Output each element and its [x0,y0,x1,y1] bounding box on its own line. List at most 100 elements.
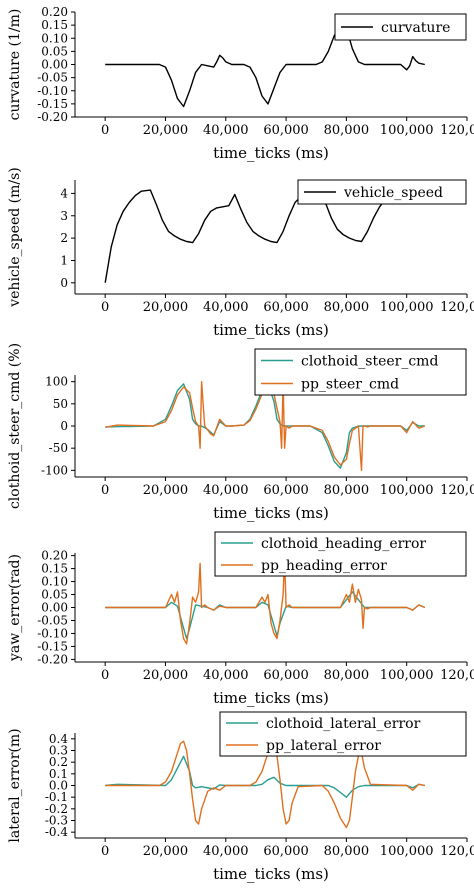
x-tick-label: 120,000 [440,300,474,315]
x-tick-label: 40,000 [203,300,249,315]
y-tick-label: -0.10 [37,626,68,640]
legend-box [214,531,467,577]
y-tick-label: 0.4 [49,732,68,746]
x-tick-label: 60,000 [263,844,309,859]
y-tick-label: 0.1 [49,767,68,781]
legend: clothoid_steer_cmd pp_steer_cmd [254,348,467,396]
y-tick-label: -0.4 [45,825,69,839]
y-tick-label: 0.2 [49,755,68,769]
y-axis-label: lateral_error(m) [7,728,23,842]
x-tick-label: 40,000 [203,844,249,859]
chart-panel-5: 0 20,000 40,000 60,000 80,000 100,000 120,000 -… [7,711,474,883]
x-tick-label: 60,000 [263,668,309,683]
y-tick-label: -0.15 [37,639,68,653]
legend-label: pp_lateral_error [266,738,381,754]
y-tick-label: 0.0 [49,779,68,793]
legend-box [254,348,467,396]
legend-box [219,711,467,757]
y-tick-label: 4 [60,186,68,200]
x-tick-label: 80,000 [324,123,370,138]
series-line-2 [105,557,426,645]
x-tick-label: 60,000 [263,123,309,138]
y-tick-label: 0.15 [41,562,68,576]
y-tick-label: 50 [53,397,68,411]
x-tick-label: 60,000 [263,300,309,315]
x-axis-label: time_ticks (ms) [213,504,329,522]
series-line-2 [105,381,426,471]
series-line-1 [104,188,425,283]
legend-label: pp_heading_error [261,558,387,574]
y-tick-label: -0.3 [45,814,68,828]
x-tick-label: 60,000 [263,483,309,498]
y-axis-label: curvature (1/m) [7,9,23,121]
x-tick-label: 100,000 [380,300,434,315]
series-line-1 [105,23,425,108]
y-tick-label: 2 [60,231,68,245]
x-axis-label: time_ticks (ms) [213,321,329,339]
y-tick-label: -0.05 [37,613,68,627]
y-tick-label: -0.2 [45,802,68,816]
x-tick-label: 0 [101,300,109,315]
x-tick-label: 20,000 [143,483,189,498]
x-tick-label: 120,000 [440,844,474,859]
legend: clothoid_heading_error pp_heading_error [214,531,467,577]
series-line-1 [105,591,426,640]
x-tick-label: 120,000 [440,668,474,683]
y-tick-label: 1 [60,253,68,267]
y-axis-label: yaw_error(rad) [7,554,23,662]
legend: clothoid_lateral_error pp_lateral_error [219,711,467,757]
x-tick-label: 20,000 [143,844,189,859]
legend-label: curvature [381,20,450,36]
y-tick-label: -0.10 [37,84,68,98]
x-tick-label: 40,000 [203,123,249,138]
legend-label: vehicle_speed [343,185,443,201]
y-tick-label: -100 [41,463,68,477]
y-tick-label: -50 [49,441,68,455]
x-tick-label: 20,000 [143,123,189,138]
y-tick-label: 100 [45,375,68,389]
x-tick-label: 0 [101,123,109,138]
y-tick-label: 0.20 [41,5,68,19]
y-tick-label: 0.05 [41,588,68,602]
x-tick-label: 120,000 [440,123,474,138]
y-tick-label: 0.10 [41,575,68,589]
y-tick-label: 0.00 [41,601,68,615]
x-tick-label: 100,000 [380,844,434,859]
x-tick-label: 100,000 [380,483,434,498]
chart-panel-1: 0 20,000 40,000 60,000 80,000 100,000 120,000 -… [7,5,474,162]
y-tick-label: -0.15 [37,97,68,111]
x-tick-label: 80,000 [324,483,370,498]
x-tick-label: 0 [101,844,109,859]
x-tick-label: 80,000 [324,668,370,683]
x-tick-label: 40,000 [203,668,249,683]
x-axis-label: time_ticks (ms) [213,689,329,707]
y-tick-label: 3 [60,209,68,223]
x-tick-label: 0 [101,668,109,683]
x-tick-label: 100,000 [380,123,434,138]
y-tick-label: 0.05 [41,44,68,58]
legend-label: pp_steer_cmd [301,377,399,393]
y-tick-label: 0.00 [41,58,68,72]
y-tick-label: 0 [60,276,68,290]
y-tick-label: 0.10 [41,31,68,45]
x-tick-label: 80,000 [324,300,370,315]
chart-panel-2: 0 20,000 40,000 60,000 80,000 100,000 120,000 0… [7,167,474,339]
legend: vehicle_speed [297,179,467,205]
y-tick-label: 0.20 [41,549,68,563]
x-tick-label: 100,000 [380,668,434,683]
y-tick-label: -0.05 [37,71,68,85]
legend-label: clothoid_lateral_error [266,716,421,732]
y-axis-label: vehicle_speed (m/s) [7,167,23,308]
y-tick-label: 0.3 [49,744,68,758]
legend-label: clothoid_heading_error [261,536,426,552]
x-axis-label: time_ticks (ms) [213,144,329,162]
x-axis-label: time_ticks (ms) [213,865,329,883]
x-tick-label: 20,000 [143,300,189,315]
x-tick-label: 0 [101,483,109,498]
y-tick-label: -0.20 [37,110,68,124]
y-tick-label: 0 [60,419,68,433]
x-tick-label: 80,000 [324,844,370,859]
x-tick-label: 40,000 [203,483,249,498]
